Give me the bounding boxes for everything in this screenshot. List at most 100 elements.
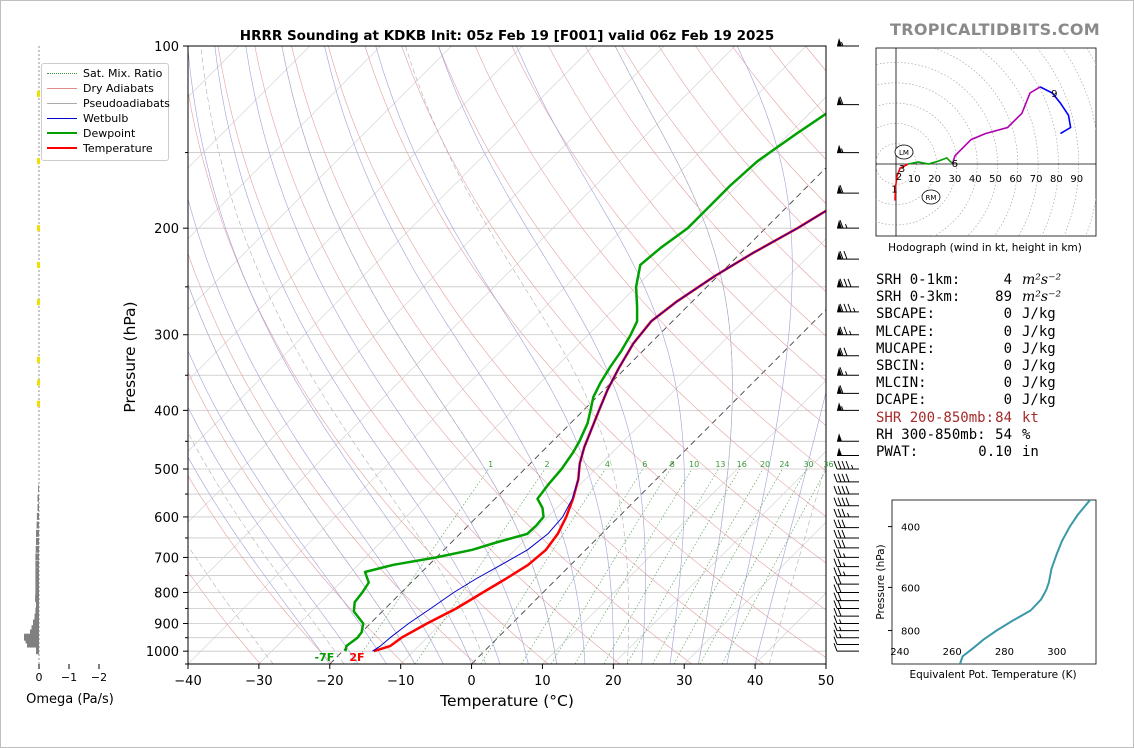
barb-flag [841, 460, 846, 470]
isotherm-line [329, 167, 826, 664]
precip-mark [37, 90, 40, 97]
isotherm-line [188, 46, 736, 594]
barb-half-flag [843, 562, 846, 567]
barb-flag [843, 278, 848, 287]
x-tick-label: −20 [316, 674, 343, 689]
barb-flag [841, 519, 846, 528]
legend-label: Sat. Mix. Ratio [83, 67, 163, 80]
theta-e-xtick-label: 260 [943, 647, 962, 658]
stat-label: MUCAPE: [876, 340, 936, 357]
theta-e-ylabel: Pressure (hPa) [875, 544, 887, 619]
wetbulb-line [372, 210, 826, 652]
surface-temp-label: 2F [349, 651, 364, 664]
x-tick-label: 50 [818, 674, 835, 689]
barb-pennant [837, 303, 842, 312]
hodo-height-label: 6 [952, 159, 958, 170]
storm-motion-marker [921, 189, 941, 205]
wind-barb [833, 600, 859, 609]
stat-unit: m²s⁻² [1022, 289, 1062, 306]
surface-dewpoint-label: -7F [314, 651, 334, 664]
omega-bar [37, 504, 39, 512]
barb-pennant [837, 38, 842, 46]
stat-value: 0 [1003, 340, 1012, 357]
isotherm-line [471, 308, 826, 664]
stat-label: SBCAPE: [876, 306, 936, 323]
omega-bar [34, 613, 39, 621]
barb-flag [847, 278, 852, 287]
mixing-ratio-label: 10 [689, 460, 699, 469]
moist-adiabat-line [188, 197, 444, 664]
barb-flag [843, 347, 848, 356]
omega-bar [35, 607, 39, 615]
barb-pennant [837, 251, 842, 260]
omega-bar [35, 568, 39, 576]
wind-barb [837, 433, 859, 442]
barb-half-flag [851, 464, 854, 470]
mixing-ratio-label: 2 [544, 460, 549, 469]
barb-pennant [837, 220, 842, 229]
chart-title: HRRR Sounding at KDKB Init: 05z Feb 19 [… [240, 28, 774, 44]
barb-flag [841, 508, 846, 518]
barb-flag [837, 519, 842, 528]
stat-row: SRH 0-3km: 89 m²s⁻² [876, 289, 1096, 306]
omega-bar [37, 494, 39, 502]
barb-flag [839, 250, 844, 260]
mixing-ratio-label: 8 [670, 460, 675, 469]
moist-adiabat-line [188, 46, 472, 664]
stat-value: 89 [995, 289, 1012, 306]
barb-half-flag [843, 571, 846, 576]
barb-half-flag [847, 512, 850, 518]
barb-flag [843, 303, 848, 313]
barb-flag [841, 485, 846, 495]
barb-flag [837, 460, 842, 470]
precip-mark [37, 225, 40, 232]
stat-row: MLCIN: 0 J/kg [876, 375, 1096, 392]
dry-adiabat-line [401, 46, 826, 564]
barb-flag [833, 576, 838, 585]
stat-label: SRH 0-1km: [876, 272, 961, 288]
stat-value: 54 [995, 426, 1012, 443]
wind-barb [833, 549, 859, 558]
barb-flag [841, 529, 846, 539]
stat-row: SBCIN: 0 J/kg [876, 358, 1096, 375]
hodo-ring-label: 30 [949, 174, 962, 185]
stat-value: 0 [1003, 306, 1012, 323]
stat-row: SRH 0-1km: 4 m²s⁻² [876, 272, 1096, 289]
barb-flag [837, 592, 842, 601]
wind-barb [837, 303, 859, 313]
stat-row: SHR 200-850mb: 84 kt [876, 410, 1096, 427]
barb-flag [839, 96, 844, 105]
moist-adiabat-line [245, 46, 529, 664]
y-tick-label: 600 [154, 511, 179, 526]
isotherm-line [188, 46, 310, 169]
storm-motion-marker [894, 144, 914, 160]
y-axis-label: Pressure (hPa) [121, 301, 139, 412]
legend-label: Dry Adiabats [83, 82, 154, 95]
stat-unit: m²s⁻² [1022, 272, 1062, 288]
barb-flag [833, 529, 838, 539]
barb-pennant [837, 402, 842, 411]
x-axis-label: Temperature (°C) [439, 692, 574, 710]
moist-adiabat-line [214, 46, 501, 664]
barb-pennant [837, 447, 842, 456]
omega-bar [36, 521, 39, 529]
pseudoadiabat-line [188, 283, 416, 664]
barb-flag [833, 460, 838, 470]
wind-barb [833, 485, 859, 495]
wind-barb [833, 584, 859, 594]
wind-barb [837, 326, 859, 336]
barb-flag [845, 497, 850, 506]
stat-unit: J/kg [1022, 306, 1056, 323]
hodo-segment [908, 156, 954, 165]
stat-label: SHR 200-850mb: [876, 409, 995, 426]
mixing-ratio-label: 20 [760, 460, 770, 469]
pseudoadiabat-line [188, 432, 345, 664]
y-tick-label: 200 [154, 222, 179, 237]
wind-barb [833, 508, 859, 518]
y-tick-label: 800 [154, 587, 179, 602]
hodo-ring-label: 40 [969, 174, 982, 185]
barb-flag [837, 529, 842, 539]
barb-flag [833, 567, 838, 576]
stat-unit: J/kg [1022, 375, 1056, 392]
omega-bar [35, 575, 39, 583]
